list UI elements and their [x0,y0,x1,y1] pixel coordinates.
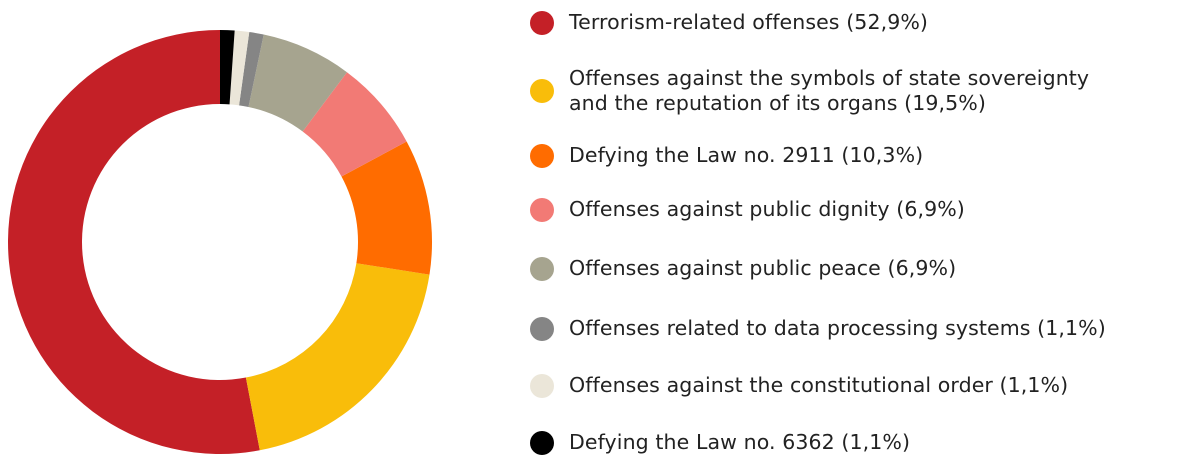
legend-item: Offenses related to data processing syst… [530,316,1106,341]
legend-label: Offenses against public peace (6,9%) [569,256,957,280]
legend-label: Terrorism-related offenses (52,9%) [569,10,929,34]
donut-slice-0 [8,30,260,454]
donut-slice-7 [220,30,235,105]
legend-item: Terrorism-related offenses (52,9%) [530,10,928,35]
legend-swatch [530,256,554,281]
legend-swatch [530,197,554,222]
legend-swatch [530,373,554,398]
donut-slice-6 [229,30,250,106]
legend-label: Offenses related to data processing syst… [569,316,1106,340]
legend-item: Defying the Law no. 2911 (10,3%) [530,143,923,168]
legend-label: Defying the Law no. 6362 (1,1%) [569,430,911,454]
legend-item: Defying the Law no. 6362 (1,1%) [530,430,910,455]
donut-slice-1 [245,263,430,451]
legend-swatch [530,430,554,455]
donut-slice-2 [341,141,432,275]
legend-item: Offenses against the symbols of state so… [530,66,1089,116]
legend-swatch [530,316,554,341]
donut-slice-5 [239,32,264,107]
legend-label: Offenses against the constitutional orde… [569,373,1069,397]
legend-label: Offenses against public dignity (6,9%) [569,197,965,221]
legend-item: Offenses against public peace (6,9%) [530,256,956,281]
donut-chart [8,30,432,454]
legend-swatch [530,143,554,168]
legend-item: Offenses against public dignity (6,9%) [530,197,965,222]
legend-label: Offenses against the symbols of state so… [569,66,1090,115]
legend-swatch [530,10,554,35]
legend-label: Defying the Law no. 2911 (10,3%) [569,143,924,167]
donut-slice-4 [248,34,347,132]
legend-swatch [530,79,554,103]
donut-slice-3 [302,72,407,177]
legend-item: Offenses against the constitutional orde… [530,373,1068,398]
